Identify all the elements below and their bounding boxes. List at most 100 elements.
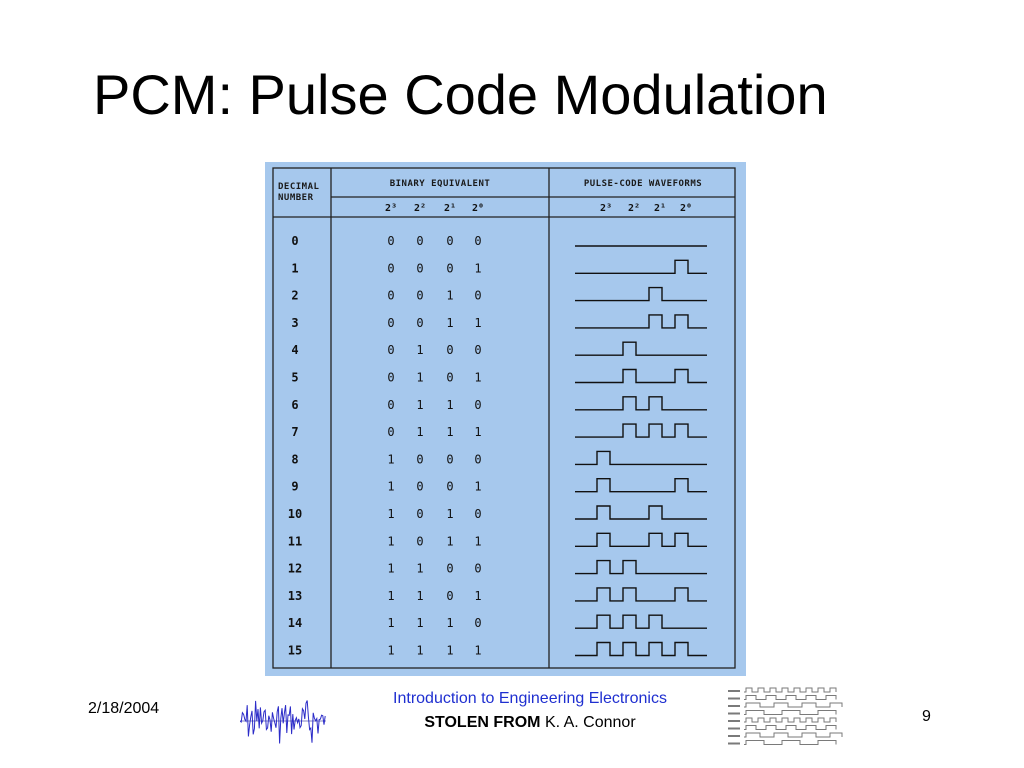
table-row: 1 0 0 0 1 <box>291 259 707 275</box>
binary-digit: 1 <box>446 289 453 303</box>
binary-digit: 0 <box>446 480 453 494</box>
binary-digit: 0 <box>474 343 481 357</box>
binary-digit: 1 <box>474 371 481 385</box>
decimal-value: 14 <box>288 616 302 630</box>
binary-power-label: 2⁰ <box>472 203 484 214</box>
pcm-table-svg: DECIMAL NUMBER BINARY EQUIVALENT PULSE-C… <box>272 167 736 669</box>
table-row: 9 1 0 0 1 <box>291 478 707 494</box>
binary-digit: 0 <box>446 261 453 275</box>
binary-digit: 0 <box>416 261 423 275</box>
decimal-value: 0 <box>291 234 298 248</box>
pulse-waveform <box>575 368 707 384</box>
decimal-value: 11 <box>288 534 302 548</box>
binary-digit: 0 <box>446 562 453 576</box>
decimal-header-line1: DECIMAL <box>278 182 320 192</box>
waveform-power-label: 2³ <box>600 203 612 214</box>
pulse-waveform <box>575 559 707 575</box>
binary-digit: 0 <box>387 371 394 385</box>
binary-digit: 0 <box>416 507 423 521</box>
decimal-value: 3 <box>291 316 298 330</box>
pulse-waveform <box>575 396 707 411</box>
decimal-value: 12 <box>288 562 302 576</box>
binary-power-labels: 2³ 2² 2¹ 2⁰ <box>385 203 484 214</box>
binary-power-label: 2¹ <box>444 203 456 214</box>
footer-date: 2/18/2004 <box>88 700 160 717</box>
table-frame <box>272 167 736 669</box>
pulse-waveform <box>575 614 707 629</box>
page-number: 9 <box>922 708 931 725</box>
decimal-value: 13 <box>288 589 302 603</box>
waveform-power-labels: 2³ 2² 2¹ 2⁰ <box>600 203 692 214</box>
binary-power-label: 2² <box>414 203 426 214</box>
binary-digit: 1 <box>387 480 394 494</box>
table-row: 15 1 1 1 1 <box>288 641 707 658</box>
binary-digit: 1 <box>387 452 394 466</box>
binary-digit: 1 <box>446 616 453 630</box>
binary-digit: 0 <box>416 452 423 466</box>
table-row: 7 0 1 1 1 <box>291 423 707 439</box>
binary-digit: 1 <box>416 371 423 385</box>
binary-digit: 1 <box>387 507 394 521</box>
binary-digit: 0 <box>387 289 394 303</box>
binary-digit: 0 <box>446 371 453 385</box>
table-rows: 0 0 0 0 01 0 0 0 12 0 0 1 03 0 0 1 14 0 1 0 05 0 1 0 16 0 1 1 07 0 1 1 1… <box>288 234 707 658</box>
binary-header: BINARY EQUIVALENT <box>390 179 491 189</box>
binary-digit: 1 <box>446 398 453 412</box>
binary-digit: 0 <box>416 234 423 248</box>
binary-digit: 0 <box>474 289 481 303</box>
binary-digit: 1 <box>474 589 481 603</box>
binary-digit: 1 <box>474 644 481 658</box>
pulse-waveform <box>575 314 707 329</box>
binary-digit: 1 <box>387 616 394 630</box>
binary-digit: 1 <box>387 534 394 548</box>
decimal-value: 10 <box>288 507 302 521</box>
binary-digit: 1 <box>416 398 423 412</box>
binary-digit: 1 <box>446 644 453 658</box>
binary-digit: 1 <box>474 316 481 330</box>
table-row: 2 0 0 1 0 <box>291 286 707 303</box>
binary-digit: 0 <box>387 234 394 248</box>
table-row: 12 1 1 0 0 <box>288 559 707 576</box>
pulse-waveform <box>575 259 707 275</box>
binary-digit: 1 <box>474 261 481 275</box>
binary-digit: 0 <box>474 562 481 576</box>
footer-credit-label: STOLEN FROM <box>424 714 541 731</box>
binary-digit: 1 <box>446 507 453 521</box>
table-row: 3 0 0 1 1 <box>291 314 707 330</box>
table-row: 10 1 0 1 0 <box>288 505 707 521</box>
decimal-value: 4 <box>291 343 298 357</box>
binary-power-label: 2³ <box>385 203 397 214</box>
slide-title: PCM: Pulse Code Modulation <box>93 63 828 126</box>
binary-digit: 1 <box>387 589 394 603</box>
decimal-value: 7 <box>291 425 298 439</box>
binary-digit: 0 <box>474 398 481 412</box>
pulse-waveform <box>575 450 707 466</box>
table-row: 11 1 0 1 1 <box>288 532 707 548</box>
binary-digit: 0 <box>446 343 453 357</box>
binary-digit: 1 <box>416 562 423 576</box>
pulse-waveform <box>575 587 707 602</box>
table-row: 5 0 1 0 1 <box>291 368 707 385</box>
table-row: 4 0 1 0 0 <box>291 341 707 357</box>
binary-digit: 0 <box>474 616 481 630</box>
binary-digit: 0 <box>387 425 394 439</box>
decimal-value: 15 <box>288 644 302 658</box>
binary-digit: 1 <box>416 589 423 603</box>
waveform-power-label: 2⁰ <box>680 203 692 214</box>
binary-digit: 0 <box>416 316 423 330</box>
decimal-value: 8 <box>291 452 298 466</box>
binary-digit: 0 <box>474 452 481 466</box>
binary-digit: 1 <box>416 343 423 357</box>
pulse-waveform <box>575 478 707 493</box>
waveform-power-label: 2¹ <box>654 203 666 214</box>
digital-waveform-logo <box>728 687 843 745</box>
binary-digit: 0 <box>387 261 394 275</box>
binary-digit: 1 <box>474 425 481 439</box>
binary-digit: 0 <box>416 534 423 548</box>
binary-digit: 0 <box>446 234 453 248</box>
binary-digit: 0 <box>387 316 394 330</box>
binary-digit: 1 <box>416 425 423 439</box>
binary-digit: 1 <box>416 644 423 658</box>
binary-digit: 0 <box>474 507 481 521</box>
footer-credit-name: K. A. Connor <box>544 714 636 731</box>
